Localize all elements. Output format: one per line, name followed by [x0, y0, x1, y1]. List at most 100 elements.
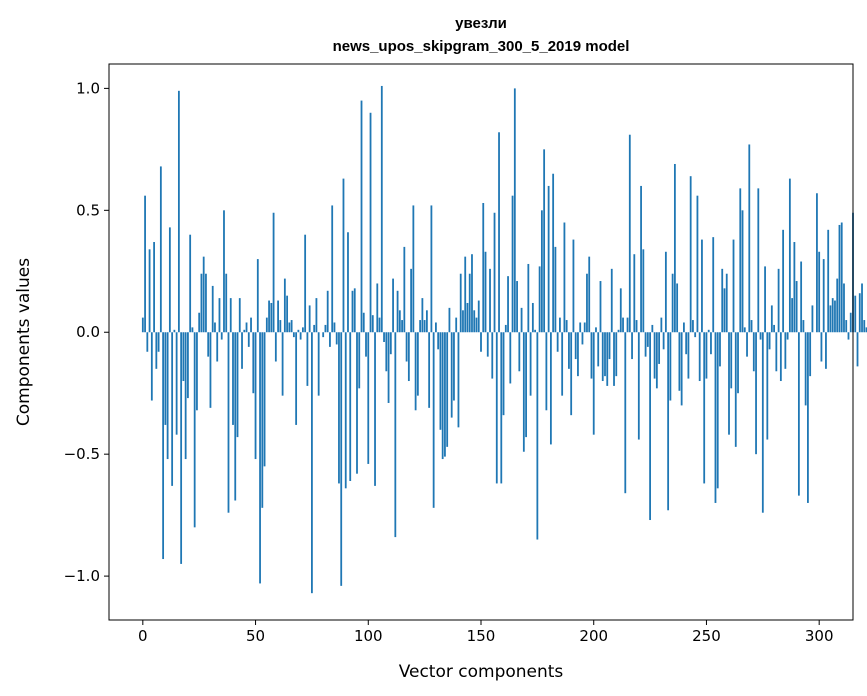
bar-273: [757, 188, 760, 333]
bar-127: [428, 332, 431, 408]
bar-7: [157, 332, 160, 352]
bar-13: [171, 332, 174, 486]
bar-170: [525, 332, 527, 438]
bar-226: [651, 324, 654, 333]
bar-21: [189, 234, 192, 333]
bar-294: [804, 332, 807, 406]
bar-150: [480, 332, 482, 352]
bar-133: [441, 332, 444, 460]
bar-27: [202, 256, 205, 333]
bar-169: [522, 332, 525, 452]
bar-14: [173, 329, 176, 333]
bar-126: [425, 310, 428, 333]
bar-301: [820, 332, 823, 362]
bar-151: [482, 203, 485, 333]
bar-77: [315, 298, 318, 333]
bar-303: [825, 332, 827, 369]
bar-144: [466, 302, 469, 333]
bar-295: [807, 332, 809, 503]
bar-216: [628, 134, 631, 333]
bar-103: [374, 332, 376, 486]
bar-60: [277, 300, 279, 333]
bar-204: [601, 332, 604, 382]
bar-87: [338, 332, 340, 484]
bar-311: [843, 283, 845, 333]
bar-94: [353, 288, 356, 333]
bar-160: [502, 332, 505, 416]
bar-282: [777, 268, 780, 333]
bar-181: [549, 332, 552, 445]
bar-206: [606, 332, 609, 386]
bar-180: [547, 185, 550, 333]
bar-137: [450, 332, 453, 418]
x-axis-ticks: 0 50 100 150 200 250 300: [138, 620, 834, 645]
bar-59: [274, 332, 277, 362]
x-tick-label: 200: [579, 627, 608, 645]
bar-202: [597, 332, 600, 367]
bar-319: [861, 283, 863, 333]
bar-20: [187, 332, 189, 399]
bar-267: [743, 327, 746, 333]
bar-78: [317, 332, 320, 396]
bar-16: [177, 90, 180, 333]
bar-276: [764, 266, 766, 333]
bar-172: [529, 332, 532, 396]
bar-251: [707, 329, 710, 333]
bar-254: [714, 332, 717, 503]
bar-62: [281, 332, 284, 396]
bar-207: [608, 332, 611, 360]
bar-213: [622, 317, 624, 333]
bar-310: [840, 222, 843, 333]
bar-224: [646, 332, 649, 347]
bar-112: [394, 332, 397, 538]
bar-193: [577, 332, 579, 377]
bar-24: [196, 332, 198, 411]
bar-90: [344, 332, 347, 489]
bar-212: [619, 288, 622, 333]
bar-307: [834, 300, 836, 333]
bar-305: [829, 305, 832, 333]
bar-236: [673, 163, 676, 333]
bar-3: [148, 249, 151, 333]
bar-220: [637, 332, 640, 440]
bar-63: [283, 278, 286, 333]
bar-26: [200, 273, 203, 333]
bar-183: [554, 246, 557, 333]
bar-284: [782, 229, 785, 333]
bar-119: [410, 268, 413, 333]
bar-157: [495, 332, 498, 484]
bar-162: [507, 276, 509, 333]
bar-105: [378, 317, 381, 333]
bar-218: [633, 254, 636, 333]
bar-167: [518, 332, 521, 372]
bar-99: [365, 332, 367, 357]
bar-222: [642, 249, 645, 333]
bar-240: [683, 322, 685, 333]
bar-289: [793, 242, 796, 333]
bar-101: [369, 112, 372, 333]
bar-52: [259, 332, 261, 584]
bar-114: [398, 310, 401, 333]
bar-166: [516, 281, 518, 333]
bar-246: [696, 195, 699, 333]
bar-130: [435, 322, 437, 333]
bar-175: [536, 332, 539, 540]
bar-38: [227, 332, 230, 513]
bar-286: [786, 332, 789, 340]
bar-285: [784, 332, 787, 369]
bar-128: [430, 205, 433, 333]
bar-274: [759, 332, 762, 340]
bar-318: [858, 293, 861, 333]
bar-253: [712, 237, 715, 333]
bar-120: [412, 205, 415, 333]
bar-260: [728, 332, 730, 435]
bar-19: [184, 332, 187, 460]
bar-17: [180, 332, 183, 564]
bars-group: [141, 85, 867, 594]
bar-75: [311, 332, 313, 594]
bar-42: [236, 332, 239, 438]
bar-124: [421, 298, 424, 333]
bar-15: [175, 332, 178, 435]
bar-31: [211, 285, 214, 333]
bar-66: [290, 320, 293, 333]
